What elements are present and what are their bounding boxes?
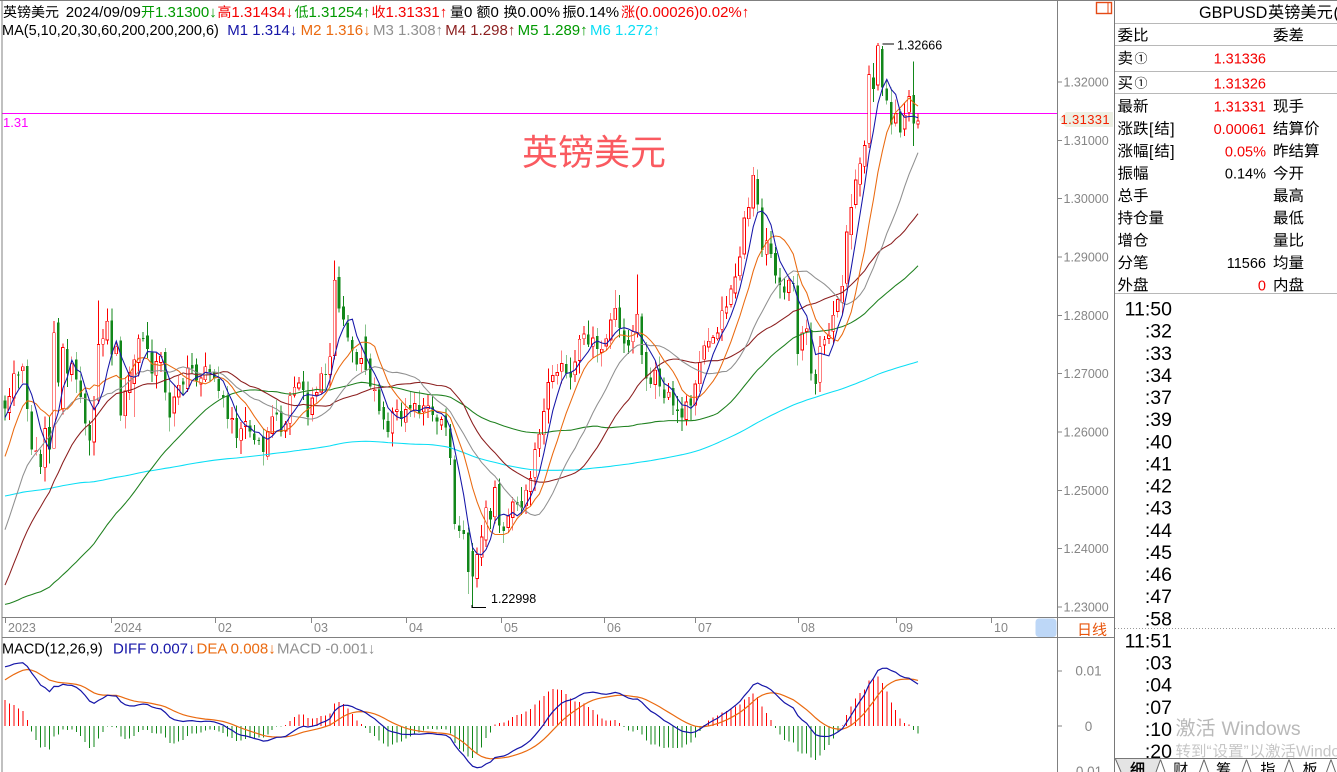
svg-text:]: ] [1170,143,1174,160]
svg-text:0.14%: 0.14% [1225,167,1266,183]
svg-text:2023: 2023 [8,621,36,635]
svg-text:08: 08 [801,621,815,635]
svg-text::39: :39 [1145,409,1172,431]
svg-text:Windows: Windows [1222,718,1301,740]
svg-text:0: 0 [1085,719,1093,734]
svg-text:1.22998: 1.22998 [491,592,536,606]
svg-text::47: :47 [1145,586,1172,608]
svg-text:1.32666: 1.32666 [897,39,942,53]
svg-text:DIFF 0.007↓: DIFF 0.007↓ [113,641,196,658]
svg-text:1.26000: 1.26000 [1064,426,1109,440]
svg-text:11:50: 11:50 [1125,299,1173,321]
svg-text:]: ] [1170,121,1174,138]
svg-text::03: :03 [1145,653,1172,675]
svg-text:0.05%: 0.05% [1225,144,1266,160]
svg-text:GBPUSD: GBPUSD [1199,4,1267,22]
svg-text:05: 05 [504,621,518,635]
svg-text:[: [ [1149,143,1154,160]
svg-text::33: :33 [1145,343,1172,365]
svg-text::07: :07 [1145,697,1172,719]
svg-text:MACD -0.001↓: MACD -0.001↓ [277,641,375,658]
svg-text::45: :45 [1145,542,1172,564]
svg-text:03: 03 [314,621,328,635]
svg-text:1.27000: 1.27000 [1064,367,1109,381]
svg-text:“: “ [1207,744,1212,761]
svg-text:0.00%: 0.00% [518,4,561,21]
svg-text::37: :37 [1145,387,1172,409]
svg-text:Windows: Windows [1296,744,1337,761]
svg-text:1.31000: 1.31000 [1064,134,1109,148]
svg-text:0.14%: 0.14% [577,4,620,21]
svg-text:11:51: 11:51 [1125,630,1172,652]
svg-text:0.01: 0.01 [1075,664,1101,679]
svg-text::46: :46 [1145,564,1172,586]
svg-text::20: :20 [1145,741,1172,763]
svg-text:1.31331↑: 1.31331↑ [386,4,448,21]
svg-text::42: :42 [1145,476,1172,498]
svg-text:1.25000: 1.25000 [1064,484,1109,498]
svg-text:M4 1.298↑: M4 1.298↑ [445,22,515,39]
svg-text:(0.00026)0.02%↑: (0.00026)0.02%↑ [635,4,749,21]
svg-text:DEA 0.008↓: DEA 0.008↓ [197,641,276,658]
svg-text:M1 1.314↓: M1 1.314↓ [227,22,297,39]
svg-text:09: 09 [899,621,913,635]
svg-text:”: ” [1244,744,1249,761]
svg-text:1.31254↑: 1.31254↑ [309,4,371,21]
svg-text:1.31434↓: 1.31434↓ [231,4,293,21]
svg-text:07: 07 [698,621,712,635]
svg-text:0.00061: 0.00061 [1214,122,1266,138]
svg-text:1.31: 1.31 [3,115,28,130]
svg-text:1.31336: 1.31336 [1214,52,1266,68]
svg-text:1.32000: 1.32000 [1064,76,1109,90]
svg-text:1.31326: 1.31326 [1214,76,1266,92]
svg-text:1.30000: 1.30000 [1064,192,1109,206]
svg-text:1.28000: 1.28000 [1064,309,1109,323]
svg-text::41: :41 [1145,453,1172,475]
svg-text:[: [ [1149,121,1154,138]
svg-text:11566: 11566 [1227,256,1266,272]
svg-text:1.31331: 1.31331 [1061,112,1110,127]
svg-text::34: :34 [1145,365,1172,387]
svg-text:MA(5,10,20,30,60,200,200,200,6: MA(5,10,20,30,60,200,200,200,6) [2,23,219,39]
svg-text::32: :32 [1145,321,1172,343]
svg-text::04: :04 [1145,675,1172,697]
svg-text:04: 04 [409,621,423,635]
svg-text:06: 06 [607,621,621,635]
svg-text:1.29000: 1.29000 [1064,251,1109,265]
svg-text::40: :40 [1145,431,1172,453]
svg-text:M6 1.272↑: M6 1.272↑ [590,22,660,39]
svg-text:0: 0 [464,4,472,21]
svg-text:10: 10 [994,621,1008,635]
svg-text:1.24000: 1.24000 [1064,542,1109,556]
svg-text:0: 0 [491,4,499,21]
svg-text::44: :44 [1145,520,1172,542]
svg-text:2024/09/09: 2024/09/09 [66,4,141,21]
svg-text:0: 0 [1258,278,1266,294]
svg-text::10: :10 [1145,719,1172,741]
svg-text:MACD(12,26,9): MACD(12,26,9) [2,642,103,658]
svg-text:02: 02 [218,621,232,635]
svg-text:M3 1.308↑: M3 1.308↑ [373,22,443,39]
svg-text:1.31331: 1.31331 [1214,100,1266,116]
svg-text:0.01: 0.01 [1076,764,1102,772]
svg-text:1.31300↓: 1.31300↓ [155,4,217,21]
svg-text::58: :58 [1145,608,1172,630]
svg-text:M5 1.289↑: M5 1.289↑ [518,22,588,39]
svg-text::43: :43 [1145,498,1172,520]
svg-text:(: ( [1334,4,1337,22]
svg-text:M2 1.316↓: M2 1.316↓ [301,22,371,39]
svg-text:2024: 2024 [114,621,142,635]
svg-text:1.23000: 1.23000 [1064,601,1109,615]
